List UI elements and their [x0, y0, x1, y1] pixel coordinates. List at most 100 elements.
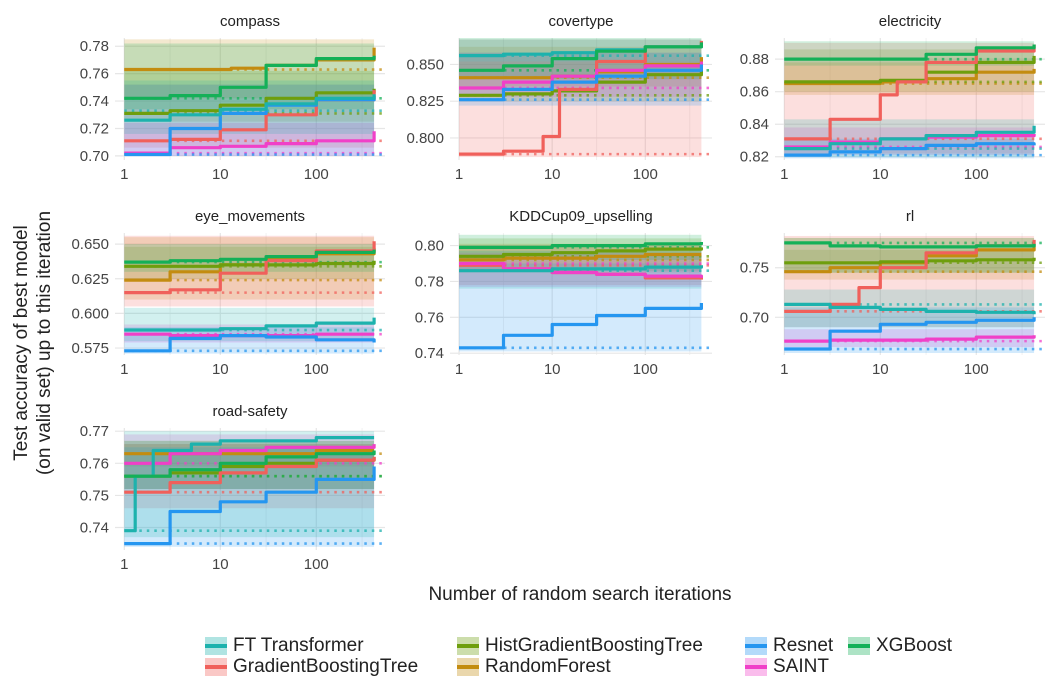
y-tick-label: 0.625 [71, 271, 109, 288]
panel-title: road-safety [212, 403, 288, 420]
panel-compass: compass 1 10 100 0.70 0.72 0.74 0.76 0.78 [80, 13, 385, 183]
panel-title: rl [906, 208, 914, 225]
band-saint [784, 329, 1035, 348]
line-saint [459, 261, 703, 278]
x-tick-label: 10 [544, 166, 561, 183]
band-randomforest [784, 62, 1035, 95]
y-tick-label: 0.76 [80, 455, 109, 472]
y-tick-label: 0.825 [406, 93, 444, 110]
x-tick-label: 1 [780, 166, 788, 183]
legend-item-gradientboostingtree: GradientBoostingTree [205, 656, 419, 677]
line-xgboost [459, 42, 703, 72]
legend-key-gradientboostingtree [205, 658, 227, 676]
line-ft-transformer [784, 125, 1036, 151]
x-axis-title: Number of random search iterations [428, 584, 731, 605]
y-tick-label: 0.84 [740, 116, 769, 133]
line-xgboost [124, 450, 376, 478]
y-tick-label: 0.74 [80, 93, 109, 110]
line-ft-transformer [124, 317, 376, 332]
legend-key-histgradientboostingtree [457, 637, 479, 655]
legend-item-histgradientboostingtree: HistGradientBoostingTree [457, 635, 703, 656]
x-tick-label: 10 [872, 166, 889, 183]
y-tick-label: 0.75 [80, 487, 109, 504]
panel-title: electricity [879, 13, 942, 30]
y-tick-label: 0.77 [80, 423, 109, 440]
y-tick-label: 0.74 [80, 520, 109, 537]
x-tick-label: 100 [964, 361, 989, 378]
panel-title: covertype [548, 13, 613, 30]
x-tick-label: 1 [120, 361, 128, 378]
x-tick-label: 100 [304, 166, 329, 183]
panel-electricity: electricity 1 10 100 0.82 0.84 0.86 0.88 [740, 13, 1045, 183]
legend-item-randomforest: RandomForest [457, 656, 611, 677]
legend-item-resnet: Resnet [745, 635, 834, 656]
y-tick-label: 0.74 [415, 345, 444, 362]
line-ft-transformer [124, 94, 376, 122]
y-tick-label: 0.78 [415, 273, 444, 290]
y-tick-label: 0.72 [80, 120, 109, 137]
legend: FT Transformer GradientBoostingTree Hist… [205, 635, 1045, 678]
line-resnet [459, 64, 703, 102]
x-tick-label: 100 [633, 361, 658, 378]
x-tick-label: 10 [544, 361, 561, 378]
line-resnet [124, 466, 376, 546]
x-tick-label: 1 [120, 556, 128, 573]
y-tick-label: 0.650 [71, 236, 109, 253]
panel-kddcup09-upselling: KDDCup09_upselling 1 10 100 0.74 0.76 0.78 0.80 [415, 208, 712, 378]
y-tick-label: 0.76 [80, 66, 109, 83]
line-xgboost [124, 55, 376, 100]
x-tick-label: 1 [455, 166, 463, 183]
line-xgboost [784, 241, 1036, 249]
panel-rl: rl 1 10 100 0.70 0.75 [740, 208, 1045, 378]
y-tick-label: 0.88 [740, 51, 769, 68]
panel-road-safety: road-safety 1 10 100 0.74 0.75 0.76 0.77 [80, 403, 385, 573]
band-gradientboostingtree [124, 84, 375, 148]
y-tick-label: 0.86 [740, 84, 769, 101]
legend-item-saint: SAINT [745, 656, 829, 677]
legend-label: RandomForest [485, 656, 611, 677]
line-resnet [784, 142, 1036, 157]
band-randomforest [124, 237, 375, 300]
legend-label: FT Transformer [233, 635, 364, 656]
x-tick-label: 100 [964, 166, 989, 183]
legend-key-ft-transformer [205, 637, 227, 655]
legend-item-xgboost: XGBoost [848, 635, 952, 656]
x-tick-label: 10 [212, 556, 229, 573]
panel-covertype: covertype 1 10 100 0.800 0.825 0.850 [406, 13, 712, 183]
y-tick-label: 0.800 [406, 130, 444, 147]
y-tick-label: 0.850 [406, 56, 444, 73]
facet-chart: Test accuracy of best model (on valid se… [11, 13, 1045, 605]
x-tick-label: 1 [120, 166, 128, 183]
legend-key-xgboost [848, 637, 870, 655]
line-gradientboostingtree [124, 456, 376, 494]
band-gradientboostingtree [124, 235, 375, 307]
legend-label: SAINT [773, 656, 829, 677]
y-tick-label: 0.76 [415, 309, 444, 326]
legend-label: GradientBoostingTree [233, 656, 419, 677]
panel-title: compass [220, 13, 280, 30]
panel-title: KDDCup09_upselling [509, 208, 652, 225]
line-xgboost [124, 249, 376, 264]
line-resnet [784, 317, 1036, 351]
legend-label: HistGradientBoostingTree [485, 635, 703, 656]
x-tick-label: 10 [212, 361, 229, 378]
line-xgboost [784, 44, 1036, 61]
legend-item-ft-transformer: FT Transformer [205, 635, 364, 656]
legend-key-saint [745, 658, 767, 676]
y-tick-label: 0.70 [740, 309, 769, 326]
band-resnet [784, 307, 1035, 354]
x-tick-label: 100 [633, 166, 658, 183]
x-tick-label: 100 [304, 361, 329, 378]
line-saint [124, 444, 376, 465]
y-tick-label: 0.70 [80, 148, 109, 165]
legend-label: Resnet [773, 635, 834, 656]
line-resnet [459, 303, 703, 350]
line-histgradientboostingtree [459, 247, 703, 258]
x-tick-label: 1 [455, 361, 463, 378]
band-ft-transformer [124, 80, 375, 134]
legend-key-resnet [745, 637, 767, 655]
x-tick-label: 1 [780, 361, 788, 378]
line-randomforest [459, 252, 702, 262]
panel-eye-movements: eye_movements 1 10 100 0.575 0.600 0.625 0.650 [71, 208, 385, 378]
